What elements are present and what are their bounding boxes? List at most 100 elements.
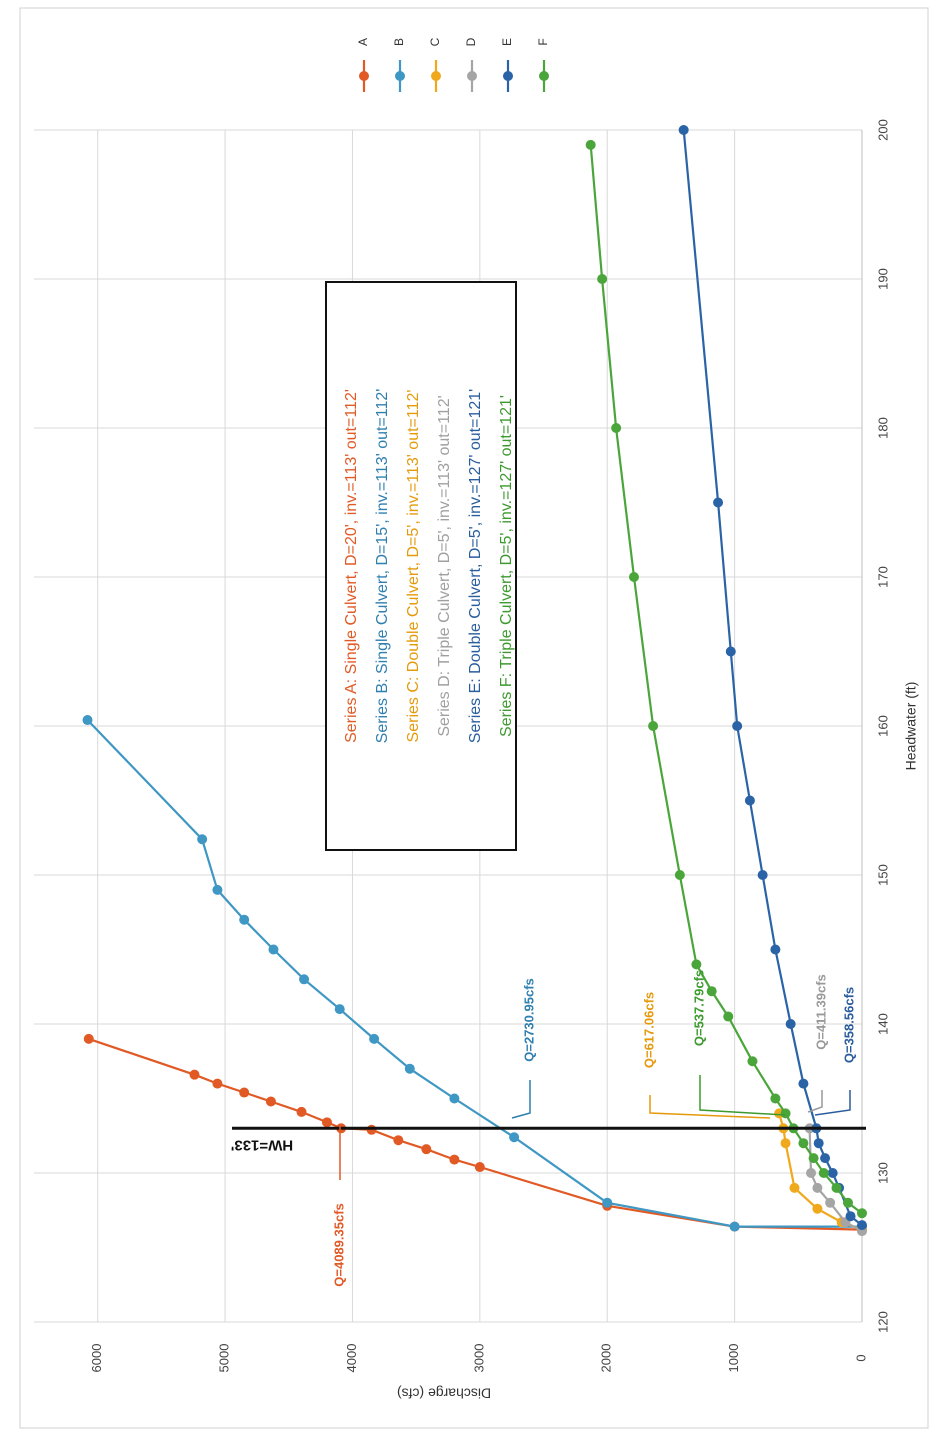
x-axis-title: Headwater (ft) bbox=[903, 682, 919, 771]
series-E bbox=[678, 125, 867, 1231]
hw-label: HW=133' bbox=[231, 1136, 293, 1153]
series-point-A-10 bbox=[296, 1106, 307, 1117]
series-point-F-13 bbox=[674, 870, 685, 880]
annotation-leader-1 bbox=[511, 1080, 531, 1119]
series-point-E-7 bbox=[798, 1078, 809, 1089]
series-point-B-10 bbox=[239, 914, 250, 925]
series-point-B-8 bbox=[299, 974, 310, 985]
series-point-E-10 bbox=[757, 870, 768, 880]
tick-label-headwater-180: 180 bbox=[875, 417, 890, 439]
tick-label-discharge-1000: 1000 bbox=[726, 1344, 741, 1373]
series-point-F-3 bbox=[818, 1168, 829, 1178]
info-box-line-0: Series A: Single Culvert, D=20', inv.=11… bbox=[343, 389, 360, 743]
tick-label-headwater-160: 160 bbox=[875, 715, 890, 737]
series-line-E bbox=[682, 129, 863, 1227]
series-point-E-0 bbox=[857, 1220, 867, 1231]
series-point-B-4 bbox=[449, 1093, 460, 1104]
legend-label-F: F bbox=[536, 38, 550, 45]
series-point-F-17 bbox=[597, 274, 608, 284]
tick-label-discharge-6000: 6000 bbox=[89, 1344, 104, 1373]
series-D bbox=[804, 1123, 867, 1237]
series-point-E-5 bbox=[813, 1138, 824, 1149]
series-point-B-2 bbox=[602, 1197, 613, 1208]
legend-marker-C bbox=[431, 71, 441, 81]
series-point-D-3 bbox=[812, 1182, 823, 1193]
tick-label-headwater-140: 140 bbox=[875, 1013, 890, 1035]
series-point-B-3 bbox=[509, 1132, 520, 1143]
series-point-A-9 bbox=[321, 1117, 332, 1128]
tick-label-headwater-150: 150 bbox=[875, 864, 890, 886]
info-box: Series A: Single Culvert, D=20', inv.=11… bbox=[325, 281, 517, 851]
series-point-A-14 bbox=[189, 1069, 200, 1080]
legend-label-C: C bbox=[428, 37, 442, 46]
annotation-layer: Q=4089.35cfs Q=2730.95cfs Q=617.06cfs Q=537… bbox=[331, 970, 856, 1287]
annotation-label-4: Q=411.39cfs bbox=[813, 974, 828, 1050]
legend-label-D: D bbox=[464, 37, 478, 46]
legend-label-A: A bbox=[356, 38, 370, 46]
series-point-F-10 bbox=[723, 1011, 734, 1022]
series-point-D-4 bbox=[806, 1168, 817, 1178]
series-point-B-13 bbox=[82, 715, 93, 726]
series-point-E-11 bbox=[744, 795, 755, 806]
tick-label-discharge-5000: 5000 bbox=[217, 1344, 232, 1373]
series-point-B-11 bbox=[212, 884, 223, 895]
tick-label-headwater-120: 120 bbox=[875, 1311, 890, 1333]
series-point-F-12 bbox=[691, 959, 702, 970]
annotation-label-2: Q=617.06cfs bbox=[641, 992, 656, 1068]
tick-label-headwater-190: 190 bbox=[875, 268, 890, 290]
annotation-leader-4 bbox=[807, 1090, 823, 1113]
series-point-E-9 bbox=[770, 944, 781, 955]
ticks: 1201301401501601701801902000100020003000… bbox=[89, 119, 890, 1372]
annotation-label-0: Q=4089.35cfs bbox=[331, 1203, 346, 1286]
series-point-F-9 bbox=[747, 1056, 758, 1067]
series-point-F-18 bbox=[585, 139, 596, 150]
series-point-A-12 bbox=[239, 1087, 250, 1098]
series-point-F-15 bbox=[628, 572, 639, 582]
series-point-B-6 bbox=[369, 1033, 380, 1044]
series-point-E-4 bbox=[820, 1153, 831, 1164]
series-point-A-6 bbox=[393, 1135, 404, 1146]
tick-label-discharge-2000: 2000 bbox=[599, 1344, 614, 1373]
series-point-D-2 bbox=[825, 1197, 836, 1208]
tick-label-headwater-130: 130 bbox=[875, 1162, 890, 1184]
series-point-F-16 bbox=[611, 423, 622, 433]
series-point-F-7 bbox=[780, 1108, 791, 1119]
series-point-B-9 bbox=[268, 944, 279, 955]
series-point-E-8 bbox=[785, 1019, 796, 1029]
legend: A B C D E F bbox=[356, 37, 550, 92]
tick-label-discharge-4000: 4000 bbox=[344, 1344, 359, 1373]
series-point-F-11 bbox=[706, 986, 717, 997]
series-point-B-7 bbox=[334, 1004, 345, 1015]
series-point-B-5 bbox=[404, 1063, 415, 1074]
tick-label-headwater-200: 200 bbox=[875, 119, 890, 141]
series-point-C-4 bbox=[780, 1138, 791, 1149]
series-point-F-0 bbox=[857, 1208, 867, 1219]
legend-marker-D bbox=[467, 71, 477, 81]
info-box-line-1: Series B: Single Culvert, D=15', inv.=11… bbox=[374, 389, 391, 744]
tick-label-headwater-170: 170 bbox=[875, 566, 890, 588]
info-box-line-4: Series E: Double Culvert, D=5', inv.=127… bbox=[467, 389, 484, 743]
series-point-F-5 bbox=[798, 1138, 809, 1149]
annotation-label-1: Q=2730.95cfs bbox=[521, 978, 536, 1061]
annotation-leader-5 bbox=[814, 1090, 851, 1116]
series-point-E-12 bbox=[732, 721, 743, 731]
legend-label-B: B bbox=[392, 38, 406, 46]
series-point-C-2 bbox=[812, 1203, 823, 1214]
chart-frame bbox=[19, 7, 929, 1429]
series-layer bbox=[82, 125, 867, 1237]
series-point-A-13 bbox=[212, 1078, 223, 1089]
series-point-B-12 bbox=[197, 834, 208, 845]
y-axis-title: Discharge (cfs) bbox=[397, 1385, 491, 1401]
series-point-F-8 bbox=[770, 1093, 781, 1104]
series-point-E-14 bbox=[713, 497, 724, 508]
series-line-B bbox=[86, 719, 862, 1228]
series-point-E-15 bbox=[678, 125, 689, 135]
series-point-E-13 bbox=[725, 646, 736, 657]
legend-marker-A bbox=[359, 71, 369, 81]
series-point-A-11 bbox=[265, 1096, 276, 1107]
legend-marker-E bbox=[503, 71, 513, 81]
tick-label-discharge-0: 0 bbox=[853, 1354, 868, 1361]
axis-titles: Headwater (ft) Discharge (cfs) bbox=[397, 682, 919, 1402]
series-point-A-15 bbox=[83, 1033, 94, 1044]
